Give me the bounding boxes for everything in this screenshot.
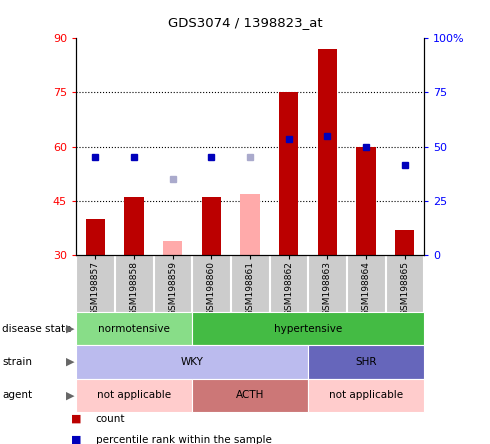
Text: ▶: ▶ bbox=[66, 390, 74, 400]
Bar bbox=[356, 147, 375, 255]
Text: WKY: WKY bbox=[180, 357, 203, 367]
Text: not applicable: not applicable bbox=[97, 390, 171, 400]
Bar bbox=[201, 197, 221, 255]
Bar bbox=[395, 230, 414, 255]
Text: ■: ■ bbox=[71, 414, 81, 424]
Text: ▶: ▶ bbox=[66, 357, 74, 367]
Text: ACTH: ACTH bbox=[236, 390, 264, 400]
Text: strain: strain bbox=[2, 357, 32, 367]
Text: disease state: disease state bbox=[2, 324, 72, 334]
Bar bbox=[240, 194, 260, 255]
Bar bbox=[163, 241, 182, 255]
Bar bbox=[86, 219, 105, 255]
Bar bbox=[124, 197, 144, 255]
Text: percentile rank within the sample: percentile rank within the sample bbox=[96, 435, 271, 444]
Bar bbox=[279, 92, 298, 255]
Text: GDS3074 / 1398823_at: GDS3074 / 1398823_at bbox=[168, 16, 322, 28]
Text: hypertensive: hypertensive bbox=[274, 324, 342, 334]
Text: ■: ■ bbox=[71, 435, 81, 444]
Text: ▶: ▶ bbox=[66, 324, 74, 334]
Text: SHR: SHR bbox=[355, 357, 377, 367]
Text: not applicable: not applicable bbox=[329, 390, 403, 400]
Text: count: count bbox=[96, 414, 125, 424]
Bar bbox=[318, 49, 337, 255]
Text: normotensive: normotensive bbox=[98, 324, 170, 334]
Text: agent: agent bbox=[2, 390, 32, 400]
